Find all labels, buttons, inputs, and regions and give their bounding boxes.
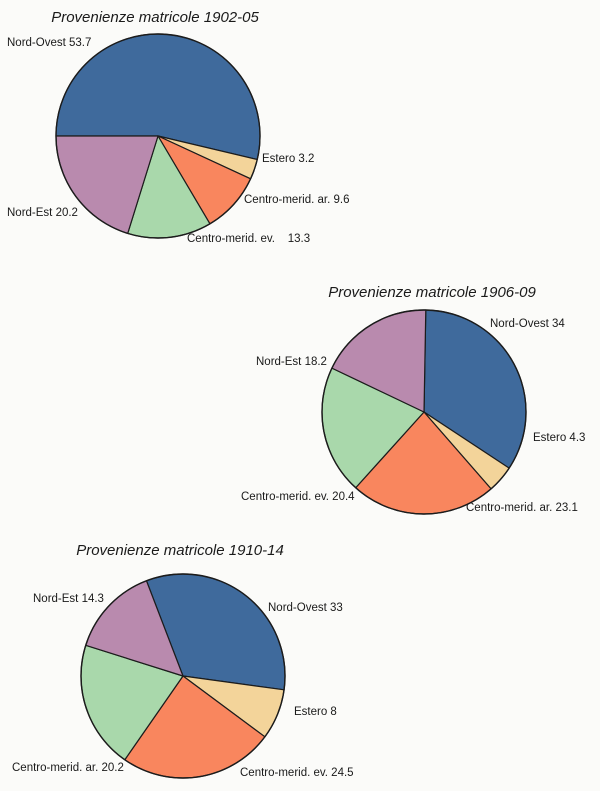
pie-outline (55, 33, 261, 239)
slice-label-centro-merid-ar: Centro-merid. ar. 23.1 (466, 502, 578, 514)
slice-label-centro-merid-ev: Centro-merid. ev. 13.3 (187, 233, 310, 245)
chart-title-1902-05: Provenienze matricole 1902-05 (51, 9, 259, 26)
slice-label-estero: Estero 4.3 (533, 432, 585, 444)
pie-chart-1902-05: Provenienze matricole 1902-05 Nord-Ovest… (7, 9, 349, 245)
slice-label-centro-merid-ar: Centro-merid. ar. 20.2 (12, 762, 124, 774)
pie-slices-1906-09 (321, 309, 527, 515)
slice-label-nord-est: Nord-Est 18.2 (256, 356, 327, 368)
chart-title-1906-09: Provenienze matricole 1906-09 (328, 284, 536, 301)
pie-outline (321, 309, 527, 515)
slice-label-nord-ovest: Nord-Ovest 53.7 (7, 37, 91, 49)
pie-chart-1906-09: Provenienze matricole 1906-09 Nord-Ovest… (241, 284, 585, 515)
slice-label-nord-ovest: Nord-Ovest 34 (490, 318, 565, 330)
pie-outline (80, 573, 286, 779)
slice-label-estero: Estero 3.2 (262, 153, 314, 165)
pie-slices-1910-14 (80, 573, 286, 779)
slice-label-nord-est: Nord-Est 14.3 (33, 593, 104, 605)
pie-slices-1902-05 (55, 33, 261, 239)
slice-label-nord-est: Nord-Est 20.2 (7, 207, 78, 219)
slice-label-centro-merid-ar: Centro-merid. ar. 9.6 (244, 194, 349, 206)
chart-title-1910-14: Provenienze matricole 1910-14 (76, 542, 284, 559)
slice-label-nord-ovest: Nord-Ovest 33 (268, 602, 343, 614)
pie-chart-1910-14: Provenienze matricole 1910-14 Nord-Ovest… (12, 542, 354, 779)
slice-label-estero: Estero 8 (294, 706, 337, 718)
slice-label-centro-merid-ev: Centro-merid. ev. 24.5 (240, 767, 354, 779)
slice-label-centro-merid-ev: Centro-merid. ev. 20.4 (241, 491, 355, 503)
